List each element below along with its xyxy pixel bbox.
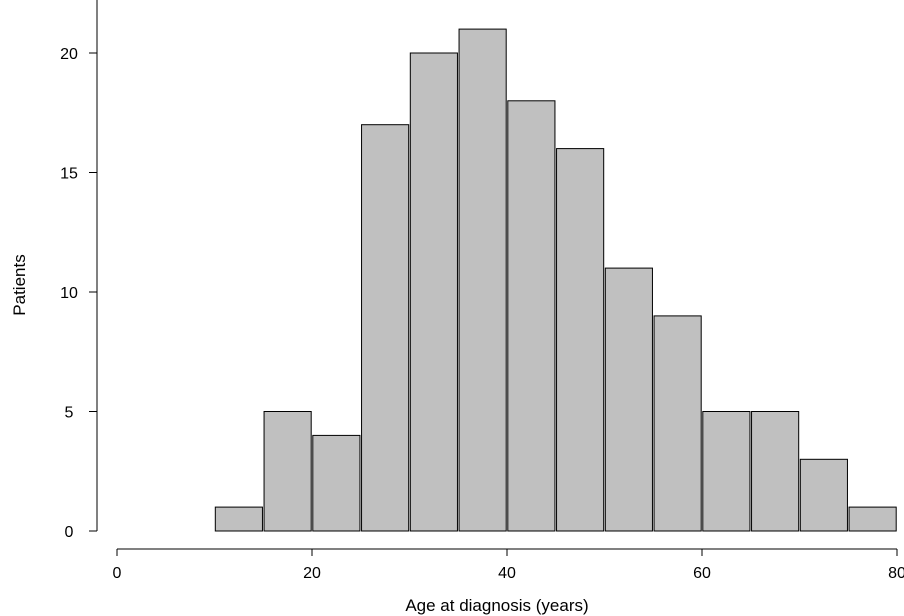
histogram-bar [604, 267, 653, 532]
histogram-bar [361, 124, 410, 532]
y-axis-title: Patients [10, 254, 29, 315]
y-tick-label: 0 [65, 524, 74, 541]
x-tick-label: 20 [303, 565, 321, 582]
histogram-bar [556, 148, 605, 532]
histogram-bar [799, 458, 848, 532]
x-tick-label: 40 [498, 565, 516, 582]
histogram-bar [751, 411, 800, 532]
y-tick-label: 5 [65, 405, 74, 422]
histogram-bar [312, 434, 361, 532]
histogram-bar [214, 506, 263, 532]
y-tick-label: 15 [60, 166, 78, 183]
y-tick-label: 20 [60, 46, 78, 63]
histogram-bar [702, 411, 751, 532]
x-axis-ticks: 0 20 40 60 80 [113, 549, 904, 582]
histogram-bar [848, 506, 897, 532]
histogram-bar [653, 315, 702, 532]
x-tick-label: 80 [888, 565, 904, 582]
bars-group [214, 28, 897, 532]
x-tick-label: 60 [693, 565, 711, 582]
x-tick-label: 0 [113, 565, 122, 582]
histogram-bar [409, 52, 458, 532]
y-tick-label: 10 [60, 285, 78, 302]
y-axis-ticks: 0 5 10 15 20 [60, 46, 97, 541]
histogram-bar [263, 411, 312, 532]
histogram-bar [507, 100, 556, 532]
histogram-bar [458, 28, 507, 532]
x-axis-title: Age at diagnosis (years) [405, 596, 588, 615]
